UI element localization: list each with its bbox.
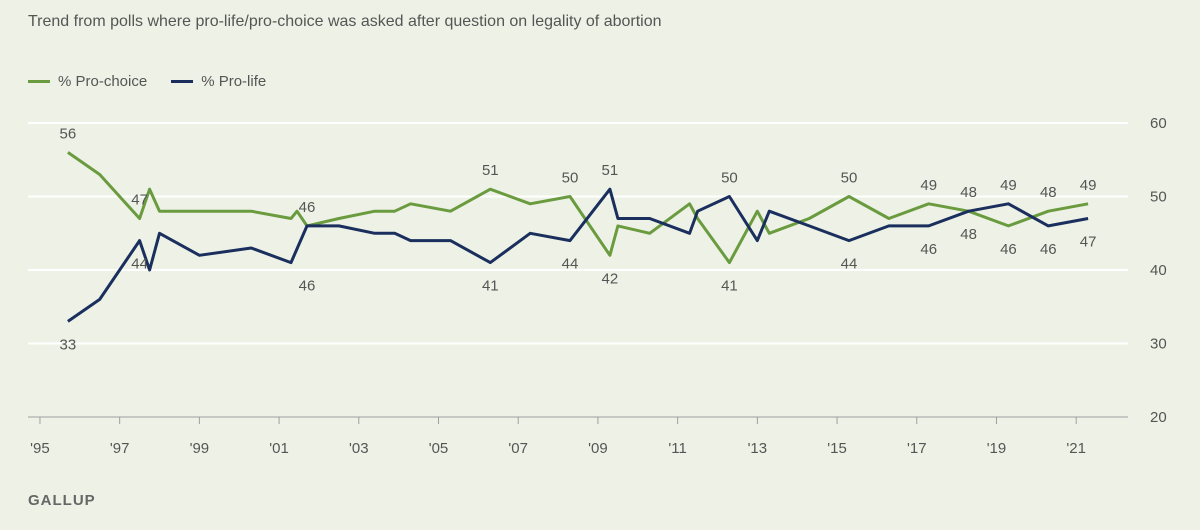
y-tick-label-30: 30: [1150, 336, 1167, 353]
x-tick-label-1997: '97: [110, 440, 130, 457]
legend-item-pro-life[interactable]: % Pro-life: [171, 73, 266, 90]
data-label-pro-life-1995.7: 33: [60, 336, 77, 353]
x-tick-label-2021: '21: [1066, 440, 1086, 457]
y-tick-label-60: 60: [1150, 115, 1167, 132]
data-label-pro-life-2015.3: 44: [841, 256, 858, 273]
chart-subtitle: Trend from polls where pro-life/pro-choi…: [28, 13, 662, 30]
data-label-pro-choice-2018.3: 48: [960, 184, 977, 201]
x-tick-label-2007: '07: [508, 440, 528, 457]
data-label-pro-choice-2017.3: 49: [920, 177, 937, 194]
data-label-pro-life-2001.3: 46: [299, 278, 316, 295]
data-label-pro-choice-2001.7: 46: [299, 199, 316, 216]
legend-label-pro-life: % Pro-life: [201, 73, 267, 90]
data-label-pro-life-2012.3: 50: [721, 170, 738, 187]
x-tick-label-2003: '03: [349, 440, 369, 457]
data-label-pro-life-2008.3: 44: [562, 256, 579, 273]
data-label-pro-choice-2008.3: 50: [562, 170, 579, 187]
y-tick-label-50: 50: [1150, 189, 1167, 206]
x-tick-label-1999: '99: [190, 440, 210, 457]
x-tick-label-2001: '01: [269, 440, 289, 457]
series-line-pro-life: [67, 187, 1089, 323]
legend: % Pro-choice % Pro-life: [28, 73, 266, 90]
legend-label-pro-choice: % Pro-choice: [58, 73, 148, 90]
legend-item-pro-choice[interactable]: % Pro-choice: [28, 73, 147, 90]
x-tick-label-2015: '15: [827, 440, 847, 457]
data-label-pro-choice-2012.3: 41: [721, 278, 738, 295]
data-label-pro-life-2009.3: 51: [602, 162, 619, 179]
data-label-pro-choice-2020.3: 48: [1040, 184, 1057, 201]
legend-swatch-pro-choice: [28, 80, 50, 83]
data-label-pro-choice-2015.3: 50: [841, 170, 858, 187]
x-tick-label-2013: '13: [748, 440, 768, 457]
data-label-pro-choice-2009.3: 42: [602, 270, 619, 287]
data-label-pro-life-2006.3: 41: [482, 278, 499, 295]
x-tick-label-2019: '19: [987, 440, 1007, 457]
data-label-pro-life-2021.3: 47: [1080, 234, 1097, 251]
legend-swatch-pro-life: [171, 80, 194, 83]
data-label-pro-life-2017.3: 46: [920, 241, 937, 258]
data-label-pro-life-2019.3: 49: [1000, 177, 1017, 194]
x-tick-label-1995: '95: [30, 440, 50, 457]
data-label-pro-life-1997.5: 44: [131, 256, 148, 273]
x-tick-label-2005: '05: [429, 440, 449, 457]
data-label-pro-choice-1995.7: 56: [60, 125, 77, 142]
x-tick-label-2017: '17: [907, 440, 927, 457]
source-logo: GALLUP: [28, 492, 96, 509]
data-label-pro-choice-2019.3: 46: [1000, 241, 1017, 258]
x-tick-label-2009: '09: [588, 440, 608, 457]
x-tick-label-2011: '11: [668, 440, 686, 457]
data-label-pro-life-2020.3: 46: [1040, 241, 1057, 258]
y-tick-label-20: 20: [1150, 409, 1167, 426]
data-label-pro-choice-2021.3: 49: [1080, 177, 1097, 194]
data-label-pro-choice-1997.5: 47: [131, 192, 148, 209]
series-line-pro-choice: [67, 151, 1089, 265]
data-label-pro-choice-2006.3: 51: [482, 162, 499, 179]
y-tick-label-40: 40: [1150, 262, 1167, 279]
data-label-pro-life-2018.3: 48: [960, 226, 977, 243]
